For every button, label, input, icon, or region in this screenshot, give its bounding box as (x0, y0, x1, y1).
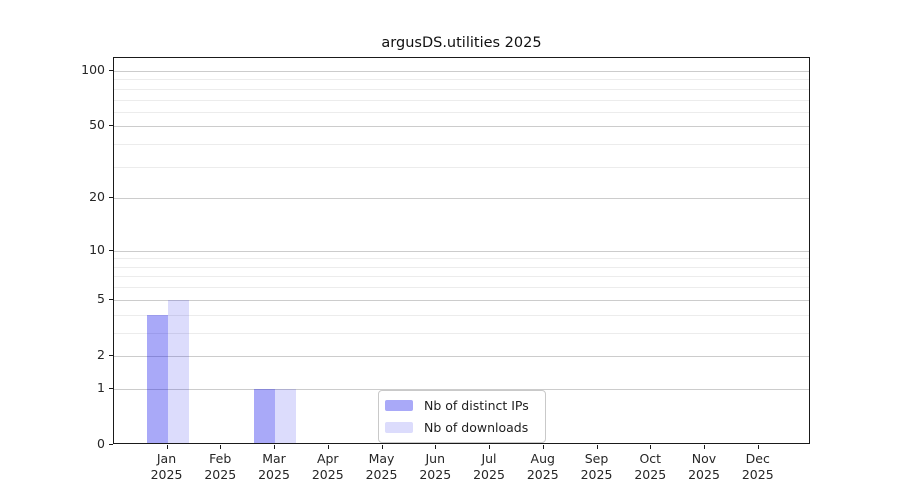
legend-label-downloads: Nb of downloads (424, 420, 529, 435)
x-tick-year: 2025 (526, 466, 559, 482)
minor-gridline (114, 99, 809, 101)
x-tick-label: Jun 2025 (403, 451, 467, 482)
minor-gridline (114, 258, 809, 260)
y-tick-label: 50 (89, 117, 105, 133)
x-tick-mark (596, 445, 598, 449)
bar-distinct-ips-jan (146, 314, 168, 443)
major-gridline (114, 198, 809, 200)
minor-gridline (114, 79, 809, 81)
x-tick-label: Jul 2025 (457, 451, 521, 482)
y-tick-mark (109, 197, 113, 199)
x-tick-label: Jan 2025 (135, 451, 199, 482)
x-tick-label: Apr 2025 (296, 451, 360, 482)
x-tick-month: Oct (639, 451, 662, 466)
y-tick-label: 20 (89, 189, 105, 205)
y-tick-mark (109, 70, 113, 71)
x-tick-mark (704, 445, 705, 449)
x-tick-month: Mar (262, 451, 286, 466)
x-tick-mark (650, 445, 652, 449)
x-tick-year: 2025 (634, 466, 667, 482)
y-tick-mark (109, 249, 113, 251)
x-tick-month: Sep (584, 451, 609, 466)
x-tick-mark (542, 445, 544, 449)
x-tick-year: 2025 (473, 466, 505, 482)
y-tick-label: 100 (81, 62, 105, 77)
y-tick-label: 5 (97, 290, 105, 306)
x-tick-mark (381, 445, 383, 449)
x-tick-mark (435, 445, 437, 449)
x-tick-label: May 2025 (350, 451, 414, 482)
major-gridline (114, 355, 809, 357)
minor-gridline (114, 332, 809, 334)
minor-gridline (114, 88, 809, 90)
x-tick-mark (220, 445, 222, 449)
x-tick-label: Sep 2025 (565, 451, 629, 482)
major-gridline (114, 71, 809, 72)
x-tick-mark (327, 445, 329, 449)
y-tick-mark (109, 354, 113, 356)
x-tick-year: 2025 (365, 466, 398, 482)
y-tick-label: 10 (89, 241, 105, 257)
bar-downloads-mar (275, 388, 296, 443)
x-tick-month: Nov (691, 451, 717, 466)
minor-gridline (114, 287, 809, 289)
major-gridline (114, 299, 809, 301)
minor-gridline (114, 276, 809, 278)
x-tick-mark (166, 445, 168, 449)
x-tick-mark (489, 445, 490, 449)
x-tick-label: Oct 2025 (618, 451, 682, 482)
major-gridline (114, 250, 809, 252)
x-tick-year: 2025 (311, 466, 344, 482)
minor-gridline (114, 266, 809, 268)
x-tick-mark (757, 445, 759, 449)
x-tick-year: 2025 (419, 466, 452, 482)
x-tick-month: May (368, 451, 395, 466)
y-tick-mark (109, 387, 113, 389)
minor-gridline (114, 111, 809, 113)
x-tick-year: 2025 (258, 466, 290, 482)
y-tick-label: 0 (97, 436, 105, 451)
x-tick-label: Mar 2025 (242, 451, 306, 482)
x-tick-year: 2025 (204, 466, 237, 482)
y-tick-label: 2 (97, 346, 105, 362)
minor-gridline (114, 144, 809, 146)
minor-gridline (114, 166, 809, 168)
x-tick-year: 2025 (150, 466, 183, 482)
minor-gridline (114, 314, 809, 316)
bar-downloads-jan (167, 299, 189, 443)
x-tick-label: Aug 2025 (511, 451, 575, 482)
x-tick-month: Jun (425, 451, 446, 466)
x-tick-mark (274, 445, 275, 449)
legend-swatch-downloads (385, 422, 413, 433)
y-tick-mark (109, 298, 113, 300)
chart-title: argusDS.utilities 2025 (381, 35, 542, 51)
legend-item-downloads: Nb of downloads (385, 419, 537, 436)
x-tick-year: 2025 (580, 466, 613, 482)
x-tick-month: Aug (530, 451, 555, 466)
x-tick-year: 2025 (688, 466, 720, 482)
legend-swatch-distinct-ips (385, 400, 413, 411)
x-tick-month: Jan (156, 451, 177, 466)
x-tick-label: Nov 2025 (672, 451, 736, 482)
y-tick-label: 1 (97, 379, 105, 395)
x-tick-month: Feb (209, 451, 232, 466)
major-gridline (114, 388, 809, 390)
y-tick-mark (109, 125, 113, 127)
legend-label-distinct-ips: Nb of distinct IPs (424, 398, 529, 413)
x-tick-month: Jul (481, 451, 497, 466)
legend: Nb of distinct IPs Nb of downloads (378, 390, 546, 443)
x-tick-year: 2025 (741, 466, 774, 482)
x-tick-month: Apr (316, 451, 339, 466)
major-gridline (114, 126, 809, 128)
y-tick-mark (109, 444, 113, 445)
x-tick-label: Dec 2025 (726, 451, 790, 482)
x-tick-label: Feb 2025 (188, 451, 252, 482)
plot-area (113, 57, 810, 444)
legend-item-distinct-ips: Nb of distinct IPs (385, 397, 537, 414)
x-tick-month: Dec (745, 451, 770, 466)
bar-distinct-ips-mar (254, 388, 275, 443)
